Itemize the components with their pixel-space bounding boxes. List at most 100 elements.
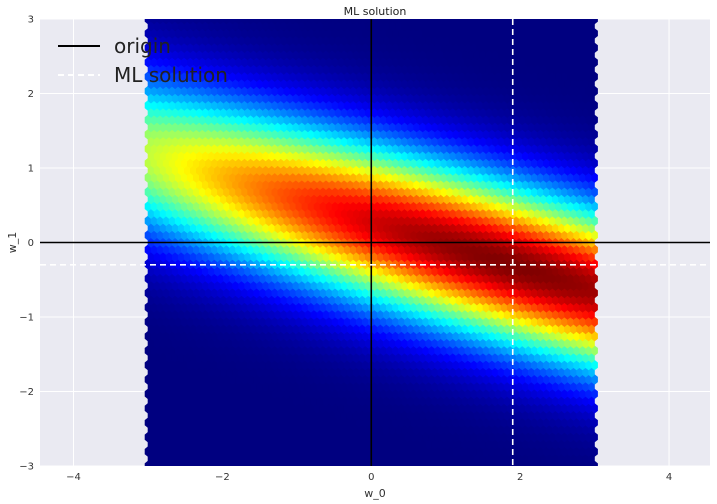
hex-cell — [416, 316, 423, 327]
hex-cell — [509, 453, 517, 464]
hex-cell — [422, 432, 429, 443]
hex-cell — [250, 136, 257, 147]
hex-cell — [232, 367, 239, 378]
hex-cell — [377, 323, 384, 335]
hex-cell — [274, 64, 281, 75]
hex-cell — [591, 359, 598, 371]
hex-cell — [528, 266, 535, 277]
hex-cell — [503, 280, 511, 291]
hex-cell — [274, 222, 281, 234]
hex-cell — [325, 316, 333, 327]
hex-cell — [380, 432, 387, 443]
hex-cell — [220, 21, 227, 32]
hex-cell — [588, 381, 595, 392]
hex-cell — [144, 316, 152, 327]
hex-cell — [253, 403, 260, 414]
hex-cell — [573, 302, 580, 313]
hex-cell — [328, 352, 336, 363]
hex-cell — [298, 309, 306, 320]
hex-cell — [168, 374, 176, 385]
hex-cell — [144, 114, 152, 126]
hex-cell — [518, 345, 526, 356]
hex-cell — [238, 208, 245, 219]
hex-cell — [253, 201, 260, 212]
hex-cell — [534, 367, 541, 378]
hex-cell — [343, 374, 351, 385]
hex-cell — [549, 19, 556, 25]
hex-cell — [340, 352, 348, 363]
hex-cell — [512, 42, 520, 53]
hex-cell — [494, 345, 502, 356]
hex-cell — [250, 338, 257, 349]
hex-cell — [461, 78, 469, 90]
hex-cell — [147, 367, 155, 378]
hex-cell — [238, 122, 245, 133]
hex-cell — [283, 244, 290, 255]
hex-cell — [407, 165, 414, 176]
hex-cell — [199, 186, 206, 198]
hex-cell — [425, 194, 432, 205]
hex-cell — [226, 150, 233, 162]
hex-cell — [458, 28, 466, 39]
hex-cell — [392, 403, 399, 414]
hex-cell — [144, 186, 152, 198]
hex-cell — [352, 395, 360, 407]
hex-cell — [503, 295, 511, 306]
hex-cell — [356, 302, 363, 313]
hex-cell — [187, 403, 194, 414]
hex-cell — [307, 302, 315, 313]
hex-cell — [525, 345, 532, 356]
hex-cell — [374, 71, 381, 82]
hex-cell — [404, 432, 411, 443]
hex-cell — [190, 439, 197, 450]
hex-cell — [313, 201, 321, 212]
hex-cell — [362, 57, 369, 68]
hex-cell — [349, 273, 357, 284]
hex-cell — [380, 345, 387, 356]
hex-cell — [343, 42, 351, 53]
hex-cell — [579, 287, 586, 299]
hex-cell — [437, 367, 444, 378]
hex-cell — [467, 280, 475, 291]
hex-cell — [229, 114, 236, 126]
hex-cell — [485, 439, 493, 450]
hex-cell — [518, 100, 526, 111]
hex-cell — [226, 208, 233, 219]
hex-cell — [310, 222, 318, 234]
hex-cell — [298, 165, 306, 176]
hex-cell — [564, 136, 571, 147]
hex-cell — [256, 150, 263, 162]
hex-cell — [322, 107, 330, 118]
hex-cell — [404, 316, 411, 327]
hex-cell — [479, 251, 487, 263]
hex-cell — [286, 338, 293, 349]
hex-cell — [591, 186, 598, 198]
hex-cell — [268, 439, 275, 450]
hex-cell — [392, 345, 399, 356]
hex-cell — [410, 403, 417, 414]
hex-cell — [150, 201, 158, 212]
hex-cell — [476, 388, 484, 400]
hex-cell — [389, 122, 396, 133]
hex-cell — [540, 338, 547, 349]
hex-cell — [437, 251, 444, 263]
hex-cell — [395, 35, 402, 46]
hex-cell — [506, 85, 514, 97]
hex-cell — [591, 316, 598, 327]
hex-cell — [144, 359, 152, 371]
hex-cell — [359, 21, 366, 32]
hex-cell — [377, 410, 384, 421]
hex-cell — [528, 136, 535, 147]
hex-cell — [591, 28, 598, 39]
hex-cell — [371, 49, 378, 61]
hex-cell — [271, 158, 278, 169]
hex-cell — [313, 28, 321, 39]
hex-cell — [298, 381, 306, 392]
hex-cell — [576, 35, 583, 46]
hex-cell — [362, 417, 369, 428]
hex-cell — [153, 35, 161, 46]
hex-cell — [582, 439, 589, 450]
hex-cell — [591, 201, 598, 212]
hex-cell — [205, 273, 212, 284]
hex-cell — [528, 395, 535, 407]
